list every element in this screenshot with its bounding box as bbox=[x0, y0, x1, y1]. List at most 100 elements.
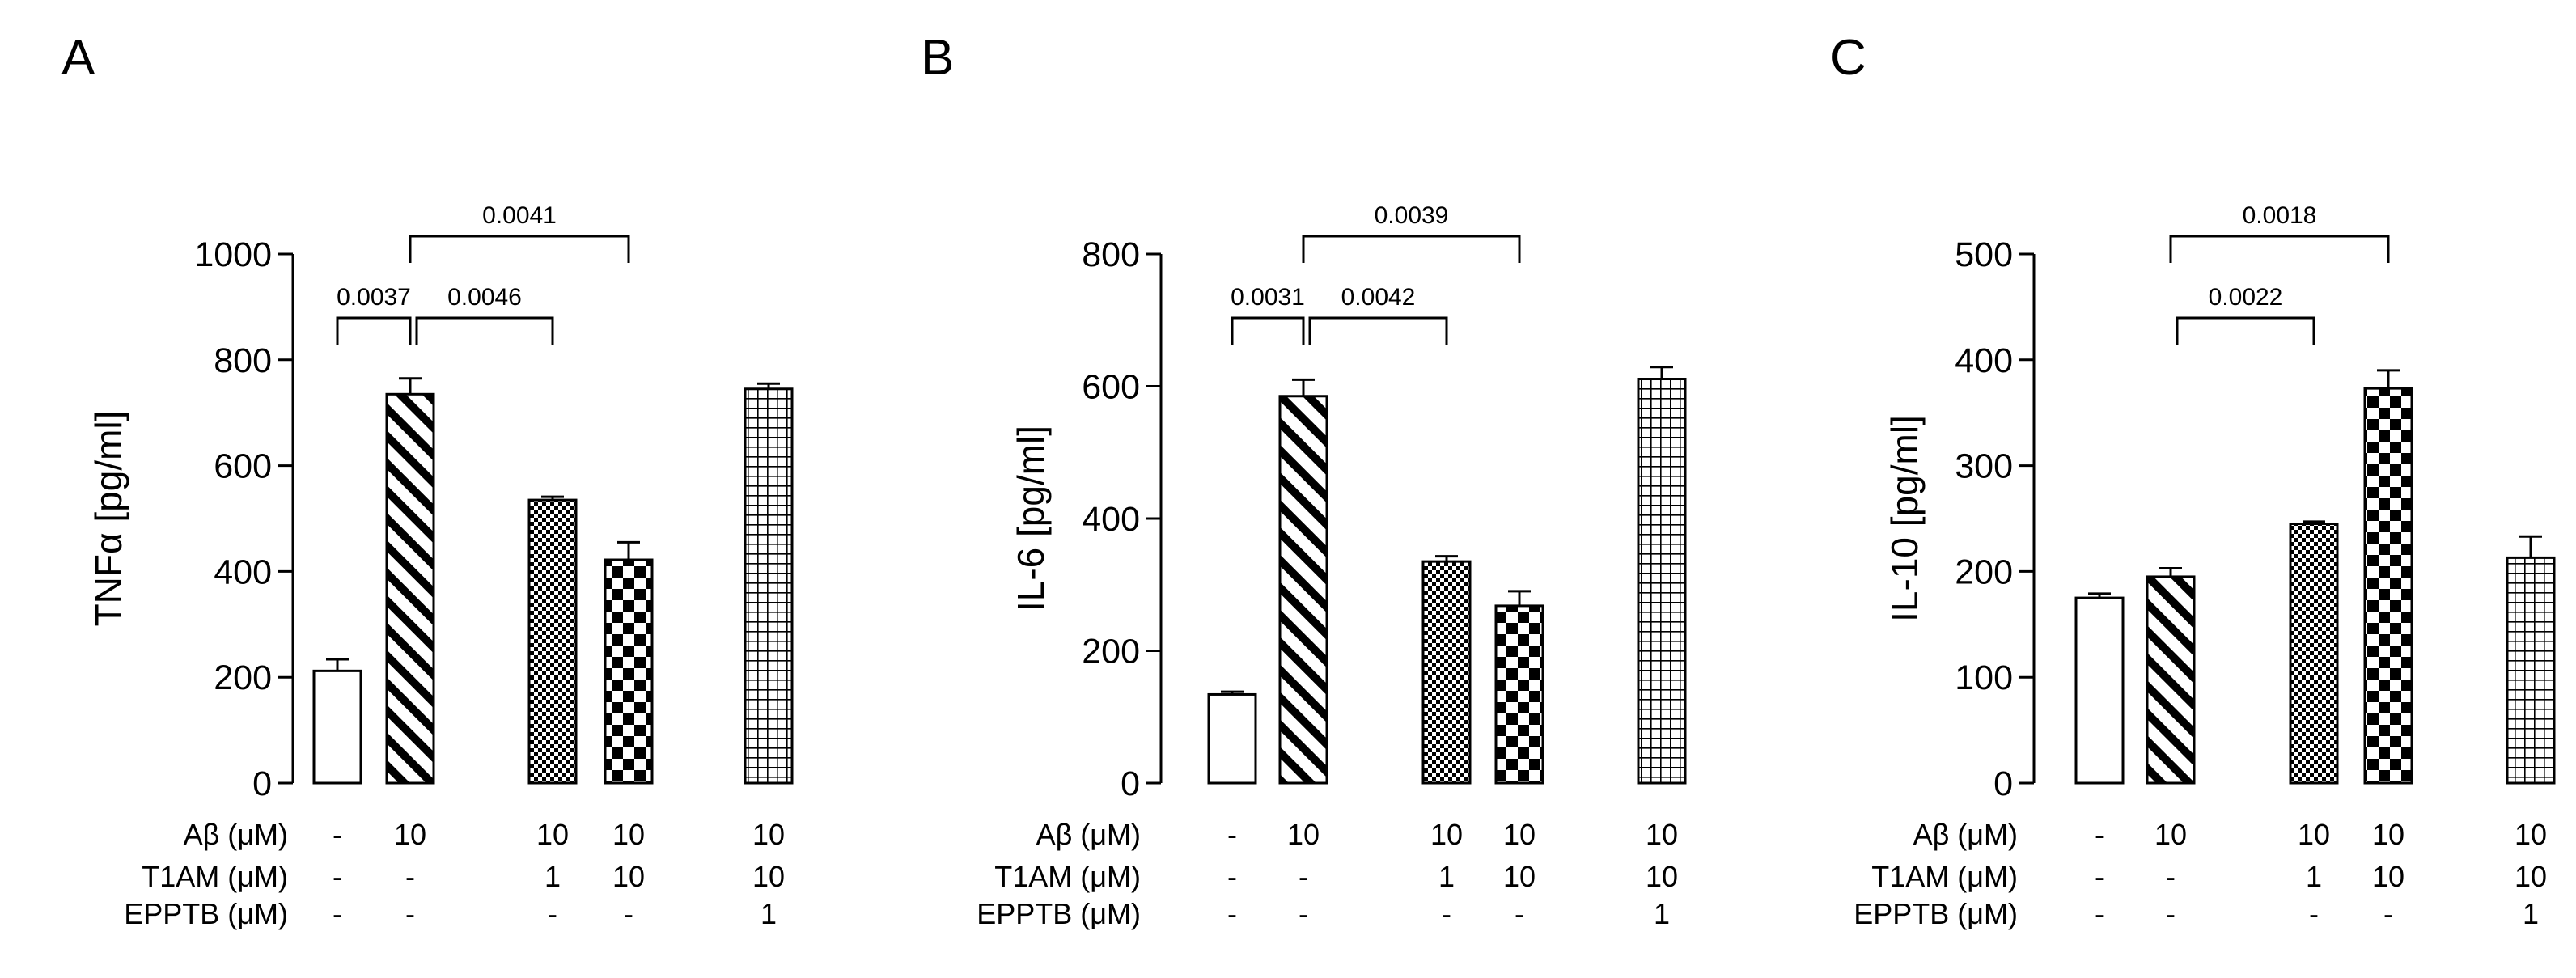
condition-value: - bbox=[2383, 897, 2393, 930]
p-value-label: 0.0039 bbox=[1375, 202, 1449, 229]
condition-value: 1 bbox=[761, 897, 777, 930]
condition-value: 10 bbox=[612, 818, 645, 851]
p-value-label: 0.0046 bbox=[447, 284, 522, 311]
y-tick-label: 100 bbox=[1955, 658, 2013, 697]
condition-row-label: T1AM (μM) bbox=[142, 860, 288, 893]
condition-value: - bbox=[1515, 897, 1524, 930]
y-tick-label: 600 bbox=[1082, 368, 1140, 407]
significance-bracket bbox=[1308, 316, 1448, 345]
condition-value: - bbox=[1442, 897, 1451, 930]
bar bbox=[2506, 556, 2556, 785]
condition-value: - bbox=[1299, 860, 1308, 893]
p-value-label: 0.0031 bbox=[1231, 284, 1305, 311]
condition-row-label: Aβ (μM) bbox=[184, 818, 288, 851]
condition-value: 1 bbox=[2306, 860, 2322, 893]
bar bbox=[1637, 378, 1687, 785]
bar bbox=[527, 498, 578, 785]
condition-row-label: T1AM (μM) bbox=[1871, 860, 2018, 893]
condition-value: 10 bbox=[1430, 818, 1463, 851]
condition-value: 10 bbox=[2515, 818, 2547, 851]
significance-bracket bbox=[2176, 316, 2315, 345]
condition-value: 10 bbox=[2372, 860, 2404, 893]
condition-value: - bbox=[2166, 860, 2176, 893]
condition-value: - bbox=[333, 897, 342, 930]
condition-value: 1 bbox=[1438, 860, 1455, 893]
condition-value: 10 bbox=[536, 818, 569, 851]
condition-value: - bbox=[2095, 897, 2104, 930]
condition-value: - bbox=[333, 860, 342, 893]
condition-value: 10 bbox=[1503, 860, 1536, 893]
y-axis-title: IL-6 [pg/ml] bbox=[1010, 425, 1052, 612]
p-value-label: 0.0037 bbox=[337, 284, 411, 311]
y-axis-title: IL-10 [pg/ml] bbox=[1883, 415, 1926, 622]
condition-value: 1 bbox=[2523, 897, 2539, 930]
condition-value: 1 bbox=[544, 860, 561, 893]
significance-bracket bbox=[336, 316, 412, 345]
condition-value: 10 bbox=[394, 818, 426, 851]
bar bbox=[1421, 560, 1472, 785]
bar bbox=[1207, 692, 1257, 785]
y-tick-label: 800 bbox=[214, 341, 272, 380]
bar bbox=[312, 669, 362, 785]
condition-value: - bbox=[624, 897, 633, 930]
condition-row-label: Aβ (μM) bbox=[1913, 818, 2018, 851]
condition-value: 10 bbox=[2372, 818, 2404, 851]
y-tick-label: 300 bbox=[1955, 447, 2013, 486]
bar bbox=[2289, 523, 2339, 785]
condition-value: 10 bbox=[2515, 860, 2547, 893]
condition-value: - bbox=[405, 897, 415, 930]
y-tick-label: 400 bbox=[214, 553, 272, 591]
p-value-label: 0.0041 bbox=[482, 202, 557, 229]
condition-value: - bbox=[333, 818, 342, 851]
y-tick-label: 0 bbox=[1121, 764, 1140, 803]
condition-value: - bbox=[548, 897, 557, 930]
condition-row-label: Aβ (μM) bbox=[1036, 818, 1141, 851]
condition-value: 10 bbox=[2298, 818, 2330, 851]
bar bbox=[604, 558, 654, 785]
condition-row-label: EPPTB (μM) bbox=[977, 897, 1141, 930]
condition-value: - bbox=[2309, 897, 2319, 930]
condition-value: - bbox=[2166, 897, 2176, 930]
bar bbox=[2074, 596, 2125, 785]
condition-row-label: EPPTB (μM) bbox=[1854, 897, 2018, 930]
y-tick-label: 600 bbox=[214, 447, 272, 486]
condition-value: - bbox=[1227, 897, 1237, 930]
panel-letter: B bbox=[921, 30, 954, 86]
y-tick-label: 800 bbox=[1082, 235, 1140, 274]
panel-letter: A bbox=[61, 30, 95, 86]
y-tick-label: 0 bbox=[252, 764, 272, 803]
y-tick-label: 0 bbox=[1993, 764, 2013, 803]
significance-bracket bbox=[1231, 316, 1305, 345]
p-value-label: 0.0042 bbox=[1341, 284, 1416, 311]
bar bbox=[385, 392, 435, 785]
condition-value: - bbox=[2095, 818, 2104, 851]
condition-value: - bbox=[1227, 818, 1237, 851]
y-tick-label: 400 bbox=[1082, 500, 1140, 539]
bar bbox=[2146, 575, 2196, 785]
y-tick-label: 400 bbox=[1955, 341, 2013, 380]
panel-a: A 0 200 400 600 800 1000 TNFα [pg/ml] 0.0037 0.00… bbox=[61, 30, 794, 930]
p-value-label: 0.0018 bbox=[2243, 202, 2317, 229]
bar bbox=[1494, 604, 1544, 785]
y-tick-label: 500 bbox=[1955, 235, 2013, 274]
significance-bracket bbox=[2169, 235, 2390, 263]
condition-row-label: EPPTB (μM) bbox=[124, 897, 288, 930]
y-axis-title: TNFα [pg/ml] bbox=[87, 411, 129, 627]
condition-value: 10 bbox=[2154, 818, 2187, 851]
condition-value: 10 bbox=[1646, 860, 1678, 893]
panel-letter: C bbox=[1830, 30, 1866, 86]
panel-b: B 0 200 400 600 800 IL-6 [pg/ml] 0.0031 0.0042 0.… bbox=[921, 30, 1687, 930]
condition-value: 10 bbox=[1646, 818, 1678, 851]
significance-bracket bbox=[1302, 235, 1521, 263]
p-value-label: 0.0022 bbox=[2209, 284, 2283, 311]
condition-value: 10 bbox=[752, 818, 785, 851]
y-tick-label: 200 bbox=[214, 658, 272, 697]
y-tick-label: 200 bbox=[1955, 553, 2013, 591]
bar bbox=[1278, 395, 1328, 785]
condition-value: - bbox=[405, 860, 415, 893]
significance-bracket bbox=[409, 235, 630, 263]
condition-row-label: T1AM (μM) bbox=[994, 860, 1141, 893]
condition-value: 10 bbox=[752, 860, 785, 893]
condition-value: - bbox=[1299, 897, 1308, 930]
